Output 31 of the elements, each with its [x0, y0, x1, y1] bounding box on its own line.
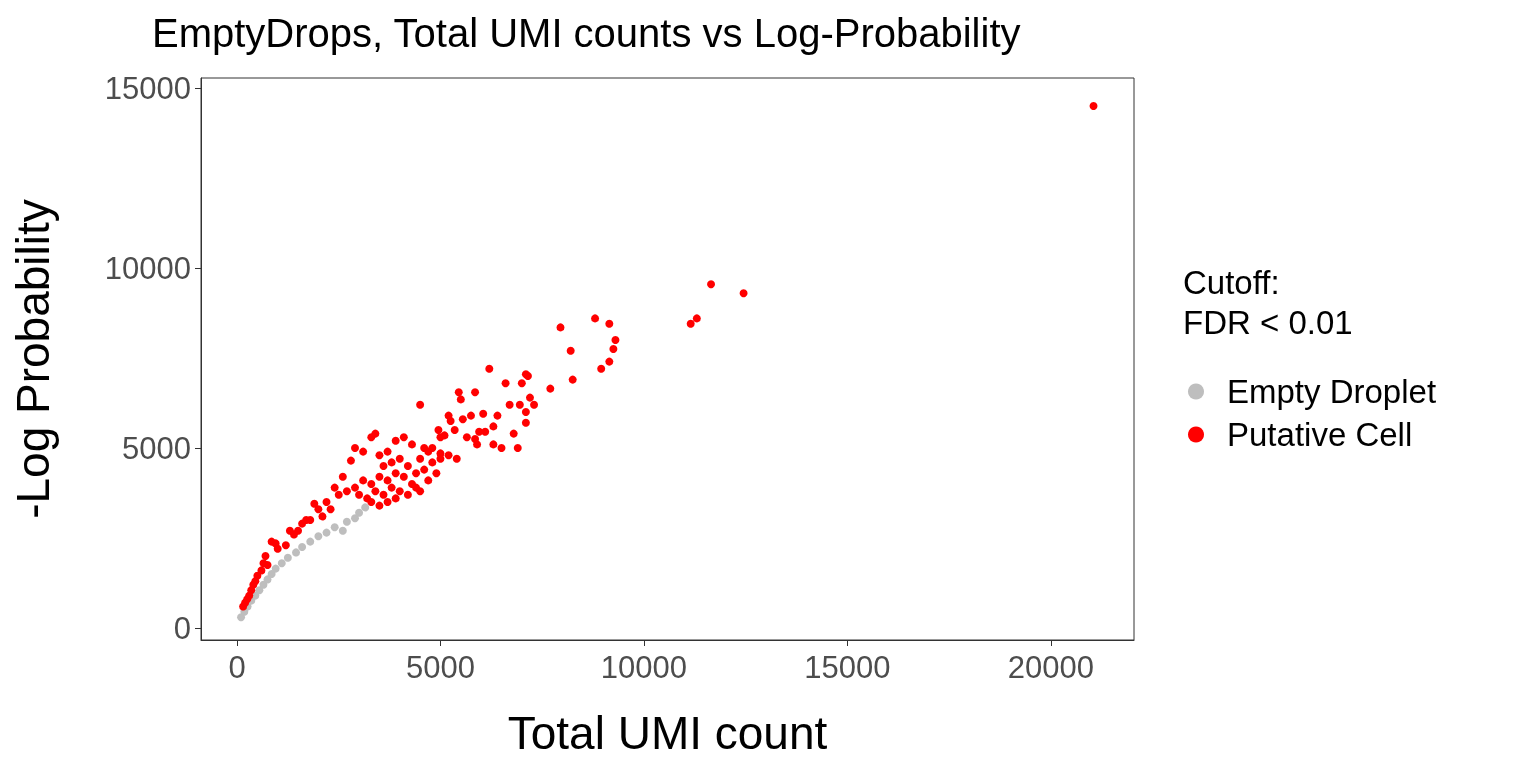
- x-tick-label: 5000: [405, 650, 475, 685]
- point: [351, 514, 360, 523]
- point: [277, 559, 286, 568]
- x-tick-label: 0: [228, 650, 246, 685]
- point: [255, 586, 264, 595]
- point: [314, 532, 323, 541]
- x-tick-label: 15000: [804, 650, 891, 685]
- legend-label: Empty Droplet: [1227, 373, 1437, 410]
- point: [338, 526, 347, 535]
- legend-label: Putative Cell: [1227, 416, 1413, 453]
- legend-title: Cutoff: FDR < 0.01: [1183, 263, 1353, 341]
- point: [271, 564, 280, 573]
- point: [342, 517, 351, 526]
- chart-title: EmptyDrops, Total UMI counts vs Log-Probability: [152, 11, 1021, 55]
- x-tick-label: 20000: [1007, 650, 1094, 685]
- y-tick-label: 5000: [122, 430, 191, 466]
- y-axis-title: -Log Probability: [7, 199, 59, 519]
- x-tick-label: 10000: [600, 650, 688, 685]
- point: [283, 553, 292, 562]
- point: [322, 528, 331, 537]
- point: [237, 613, 246, 622]
- y-tick-label: 15000: [104, 70, 191, 106]
- point: [306, 537, 315, 546]
- y-tick-label: 10000: [104, 250, 191, 286]
- x-axis-title: Total UMI count: [507, 707, 828, 759]
- y-tick-label: 0: [173, 610, 191, 646]
- point: [292, 548, 301, 557]
- point: [361, 503, 370, 512]
- point: [330, 523, 339, 532]
- point: [298, 543, 307, 552]
- point: [355, 508, 364, 517]
